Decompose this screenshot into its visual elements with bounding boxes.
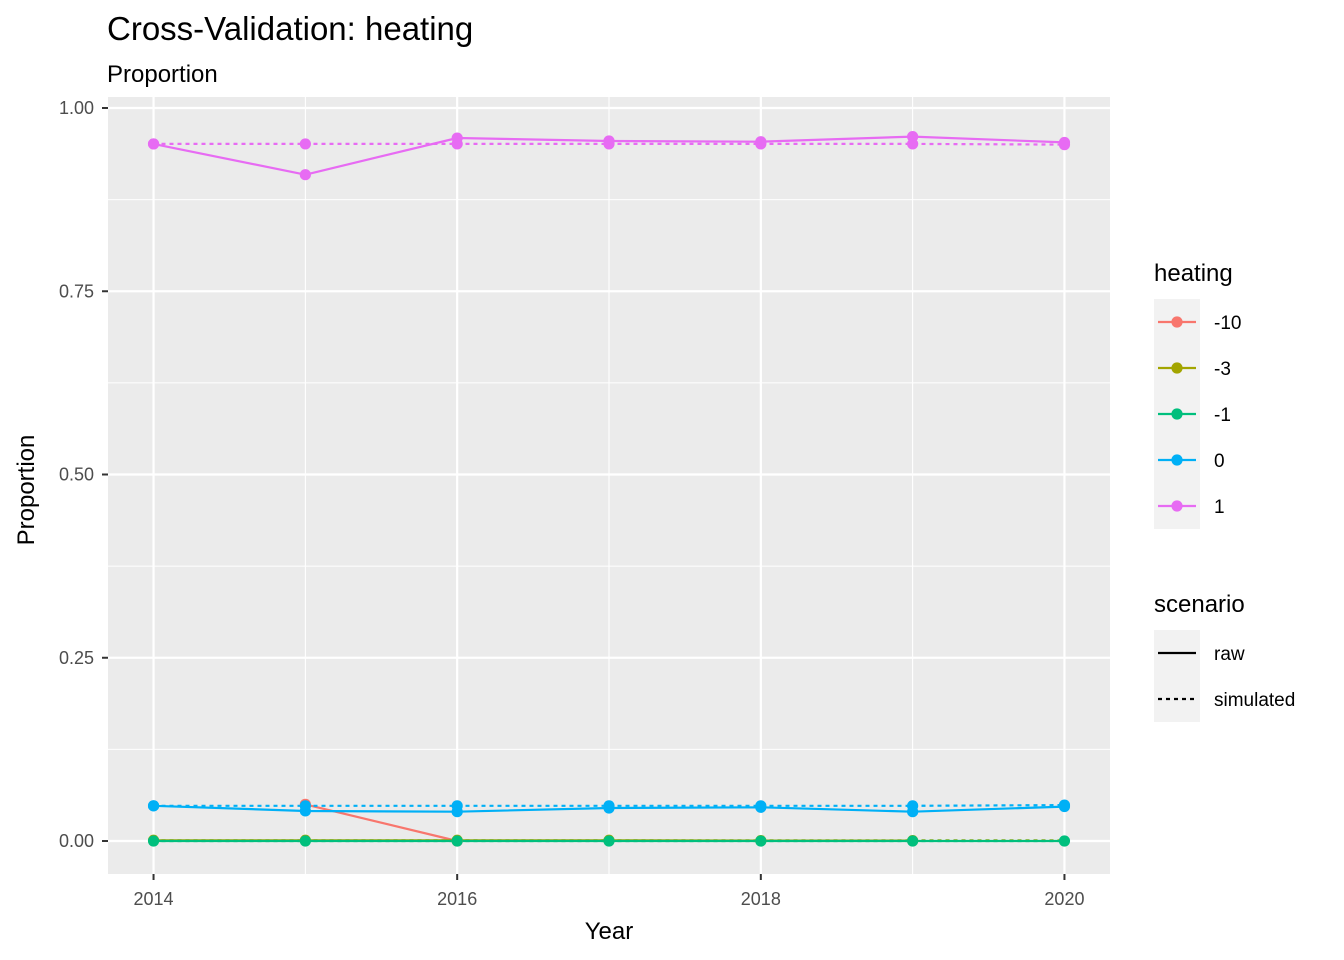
data-point-0-simulated <box>907 800 919 812</box>
data-point-1-simulated <box>299 138 311 150</box>
y-tick-label: 0.25 <box>59 648 94 668</box>
legend-heating-title: heating <box>1154 260 1233 287</box>
legend-label-heating: 0 <box>1214 451 1225 472</box>
legend-label-scenario: simulated <box>1214 690 1295 711</box>
data-point-1-simulated <box>147 138 160 150</box>
data-point--1-raw <box>1058 835 1071 847</box>
data-point--1-raw <box>147 835 160 847</box>
y-tick-label: 0.75 <box>59 281 94 301</box>
x-tick-label: 2014 <box>134 889 174 909</box>
legend-label-heating: 1 <box>1214 497 1225 518</box>
data-point-0-simulated <box>1058 799 1071 811</box>
y-axis: 0.00 0.25 0.50 0.75 1.00 <box>59 98 108 851</box>
data-point-1-simulated <box>603 138 615 150</box>
y-tick-label: 0.00 <box>59 831 94 851</box>
y-tick-label: 1.00 <box>59 98 94 118</box>
legend-label-scenario: raw <box>1214 644 1245 665</box>
data-point--1-raw <box>755 835 767 847</box>
data-point-0-simulated <box>299 800 311 812</box>
x-tick-label: 2020 <box>1044 889 1084 909</box>
legend-scenario: scenario raw simulated <box>1154 591 1295 722</box>
data-point-1-raw <box>299 169 311 181</box>
y-axis-title: Proportion <box>13 435 40 546</box>
legend-key-point <box>1171 408 1183 420</box>
data-point--1-raw <box>451 835 463 847</box>
legend-key-point <box>1171 500 1183 512</box>
y-tick-label: 0.50 <box>59 465 94 485</box>
data-point--1-raw <box>299 835 311 847</box>
legend-key-point <box>1171 316 1183 328</box>
data-point-0-simulated <box>603 800 615 812</box>
data-point-1-simulated <box>907 138 919 150</box>
data-point-1-simulated <box>755 138 767 150</box>
x-tick-label: 2016 <box>437 889 477 909</box>
data-point-0-simulated <box>147 800 160 812</box>
grid-minor <box>108 97 1110 874</box>
legend-key-point <box>1171 362 1183 374</box>
x-tick-label: 2018 <box>741 889 781 909</box>
legend-label-heating: -1 <box>1214 405 1231 426</box>
data-point-0-simulated <box>755 800 767 812</box>
legend-scenario-title: scenario <box>1154 591 1245 618</box>
data-point--1-raw <box>603 835 615 847</box>
x-axis-title: Year <box>585 918 634 945</box>
legend-key-point <box>1171 454 1183 466</box>
chart-title: Cross-Validation: heating <box>107 10 473 47</box>
legend-heating: heating-10-3-101 <box>1154 260 1241 529</box>
x-axis: 2014 2016 2018 2020 <box>134 874 1084 909</box>
data-point--1-raw <box>907 835 919 847</box>
chart-subtitle: Proportion <box>107 61 218 88</box>
data-point-1-simulated <box>451 138 463 150</box>
data-point-1-simulated <box>1058 139 1071 151</box>
data-point-0-simulated <box>451 800 463 812</box>
legend-label-heating: -3 <box>1214 359 1231 380</box>
series-points <box>147 130 1071 847</box>
legend-label-heating: -10 <box>1214 313 1241 334</box>
